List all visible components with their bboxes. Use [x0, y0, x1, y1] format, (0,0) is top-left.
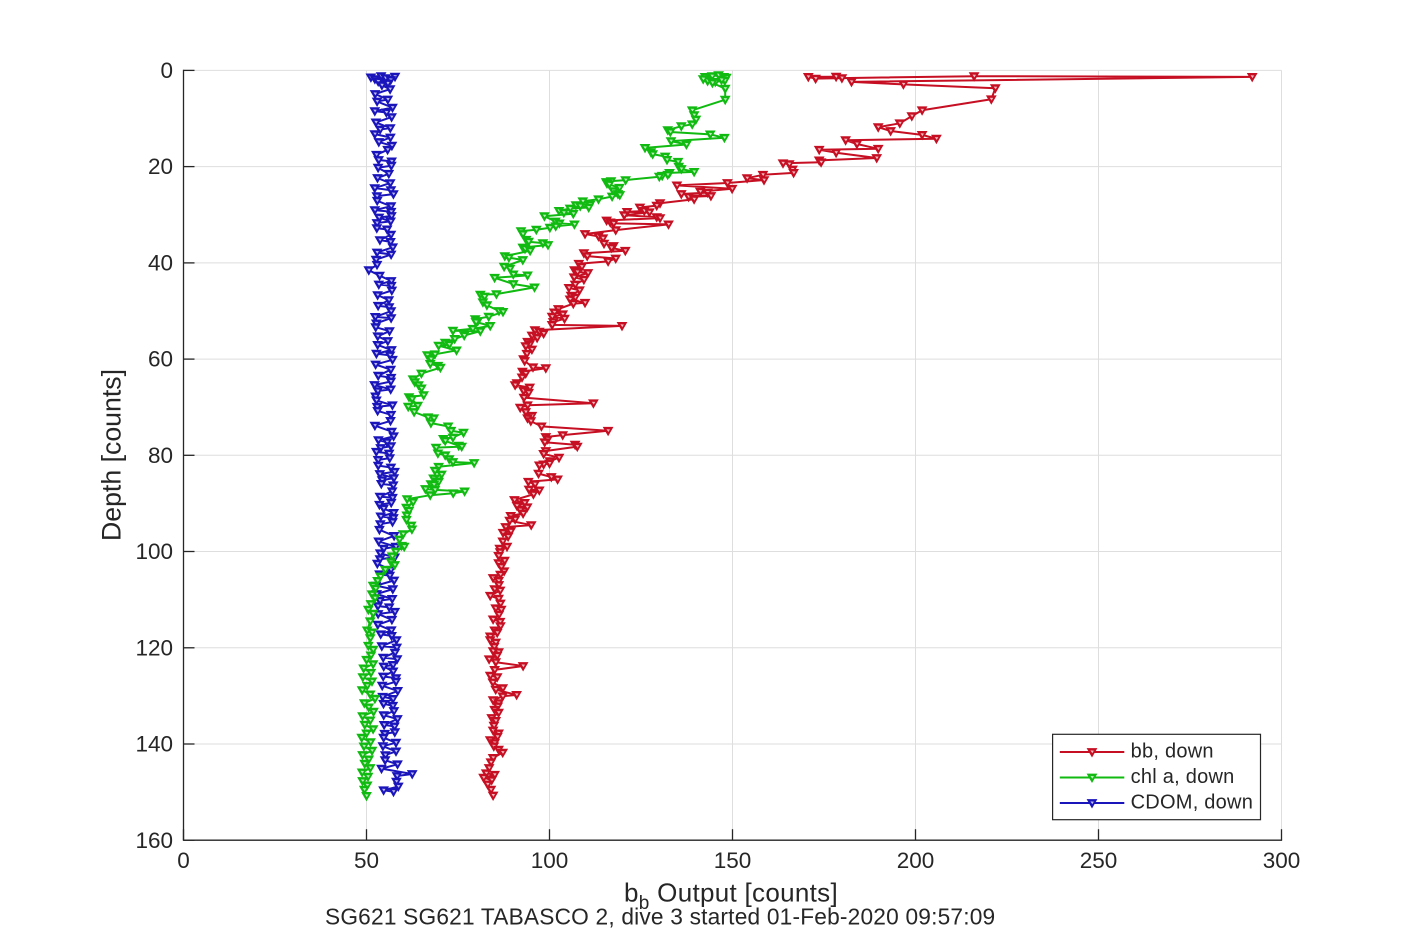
svg-text:300: 300 — [1263, 848, 1301, 873]
svg-text:100: 100 — [135, 539, 173, 564]
svg-text:Depth [counts]: Depth [counts] — [97, 369, 127, 541]
svg-text:160: 160 — [135, 828, 173, 853]
svg-text:0: 0 — [177, 848, 190, 873]
svg-text:bb, down: bb, down — [1131, 741, 1214, 763]
svg-text:150: 150 — [714, 848, 752, 873]
svg-text:SG621 SG621 TABASCO 2, dive 3: SG621 SG621 TABASCO 2, dive 3 started 01… — [325, 904, 995, 930]
svg-text:120: 120 — [135, 635, 173, 660]
svg-text:60: 60 — [148, 347, 173, 372]
svg-text:chl a, down: chl a, down — [1131, 766, 1235, 788]
svg-text:200: 200 — [897, 848, 935, 873]
svg-text:20: 20 — [148, 154, 173, 179]
svg-text:50: 50 — [354, 848, 379, 873]
svg-text:140: 140 — [135, 732, 173, 757]
svg-text:0: 0 — [160, 58, 173, 83]
svg-text:40: 40 — [148, 251, 173, 276]
svg-text:250: 250 — [1080, 848, 1118, 873]
svg-text:CDOM, down: CDOM, down — [1131, 792, 1254, 814]
svg-text:80: 80 — [148, 443, 173, 468]
svg-text:100: 100 — [531, 848, 569, 873]
